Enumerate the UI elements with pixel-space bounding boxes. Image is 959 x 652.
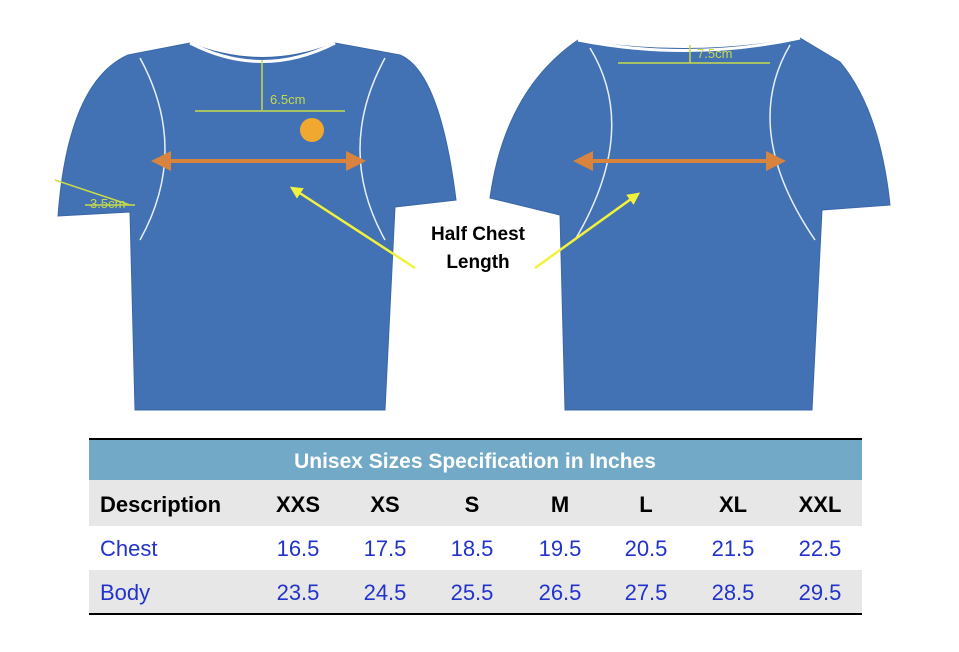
callout-text: Half Chest	[431, 224, 526, 245]
table-cell: 19.5	[539, 536, 582, 561]
table-cell: Chest	[100, 536, 157, 561]
table-header-cell: XS	[370, 492, 399, 517]
table-header-cell: XXL	[799, 492, 842, 517]
table-cell: 21.5	[712, 536, 755, 561]
back-shirt: 7.5cm	[489, 36, 891, 411]
table-header-cell: XXS	[276, 492, 320, 517]
table-header-cell: XL	[719, 492, 747, 517]
table-header-cell: Description	[100, 492, 221, 517]
table-cell: 22.5	[799, 536, 842, 561]
table-cell: 23.5	[277, 580, 320, 605]
table-cell: 26.5	[539, 580, 582, 605]
measure-label: 3.5cm	[90, 196, 125, 211]
table-cell: 28.5	[712, 580, 755, 605]
table-title: Unisex Sizes Specification in Inches	[294, 450, 656, 473]
measure-label: 7.5cm	[697, 46, 732, 61]
table-cell: 17.5	[364, 536, 407, 561]
table-cell: Body	[100, 580, 150, 605]
size-table: Unisex Sizes Specification in Inches	[89, 438, 862, 615]
table-cell: 20.5	[625, 536, 668, 561]
front-shirt: 6.5cm 3.5cm	[54, 41, 457, 411]
table-cell: 16.5	[277, 536, 320, 561]
measure-label: 6.5cm	[270, 92, 305, 107]
table-header-cell: M	[551, 492, 569, 517]
table-cell: 18.5	[451, 536, 494, 561]
table-cell: 29.5	[799, 580, 842, 605]
table-cell: 27.5	[625, 580, 668, 605]
table-header-cell: L	[639, 492, 652, 517]
callout-text: Length	[446, 252, 509, 273]
table-cell: 25.5	[451, 580, 494, 605]
table-header-cell: S	[465, 492, 480, 517]
table-cell: 24.5	[364, 580, 407, 605]
